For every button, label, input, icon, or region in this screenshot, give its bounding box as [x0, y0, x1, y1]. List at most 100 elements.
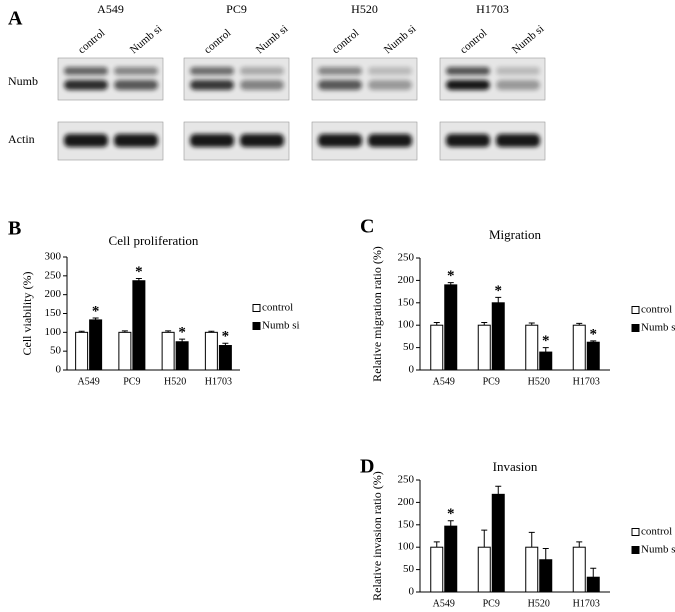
bar — [525, 546, 539, 593]
band — [190, 134, 234, 147]
bar — [477, 546, 491, 593]
error-bar — [447, 520, 454, 527]
error-bar — [481, 529, 488, 548]
bar — [444, 525, 458, 593]
y-tick-label: 0 — [409, 364, 415, 376]
y-tick-label: 200 — [398, 496, 415, 508]
bar — [491, 493, 505, 593]
error-bar — [495, 296, 502, 303]
bar — [89, 319, 103, 371]
band — [240, 67, 284, 75]
chart-title: Cell proliferation — [109, 233, 199, 248]
band — [64, 67, 108, 75]
y-tick-label: 0 — [56, 364, 62, 376]
error-bar — [208, 330, 215, 333]
y-tick-label: 0 — [409, 586, 415, 598]
band — [318, 134, 362, 147]
bar — [161, 331, 175, 371]
band — [496, 67, 540, 75]
bar — [572, 324, 586, 371]
y-tick-label: 50 — [403, 341, 415, 353]
y-tick-label: 250 — [398, 252, 415, 264]
significance-mark: * — [178, 325, 186, 341]
x-tick-label: H1703 — [573, 376, 600, 387]
cell-line-label: A549 — [97, 2, 124, 16]
error-bar — [165, 330, 172, 333]
band — [190, 80, 234, 90]
band — [64, 80, 108, 90]
blot-frame — [57, 57, 164, 101]
bar — [430, 546, 444, 593]
y-tick-label: 300 — [45, 251, 62, 263]
significance-mark: * — [542, 333, 550, 349]
significance-mark: * — [222, 329, 230, 345]
blot-frame — [311, 57, 418, 101]
error-bar — [576, 541, 583, 548]
bar — [175, 341, 189, 371]
chart-title: Migration — [489, 227, 541, 242]
y-tick-label: 50 — [403, 563, 415, 575]
bar — [75, 331, 89, 371]
x-tick-label: H1703 — [205, 376, 232, 387]
y-tick-label: 150 — [398, 518, 415, 530]
error-bar — [481, 322, 488, 326]
y-axis-label: Relative migration ratio (%) — [370, 246, 384, 382]
bar — [430, 324, 444, 371]
significance-mark: * — [590, 326, 598, 342]
bar — [477, 324, 491, 371]
error-bar — [78, 330, 85, 333]
significance-mark: * — [447, 268, 455, 284]
legend-swatch — [631, 324, 640, 332]
lane-label: control — [76, 27, 108, 56]
band — [368, 134, 412, 147]
y-tick-label: 100 — [45, 326, 62, 338]
bar — [586, 576, 600, 593]
y-tick-label: 150 — [398, 296, 415, 308]
x-tick-label: H520 — [164, 376, 186, 387]
cell-line-label: H520 — [351, 2, 378, 16]
legend-label: Numb si — [262, 320, 300, 332]
bar — [132, 280, 146, 371]
legend-swatch — [631, 528, 640, 536]
cell-line-label: PC9 — [226, 2, 247, 16]
band — [446, 134, 490, 147]
lane-label: Numb si — [254, 23, 291, 56]
band — [114, 67, 158, 75]
x-tick-label: H520 — [528, 598, 550, 609]
blot-row-label: Actin — [8, 132, 35, 146]
legend-swatch — [631, 306, 640, 314]
bar — [118, 331, 132, 371]
error-bar — [528, 531, 535, 548]
significance-mark: * — [495, 283, 503, 299]
x-tick-label: A549 — [433, 598, 455, 609]
panel-label: D — [360, 456, 374, 478]
legend-label: control — [641, 304, 672, 316]
significance-mark: * — [92, 303, 100, 319]
error-bar — [576, 322, 583, 326]
bar — [539, 559, 553, 593]
blot-frame — [183, 57, 290, 101]
bar — [572, 546, 586, 593]
significance-mark: * — [447, 506, 455, 522]
error-bar — [590, 567, 597, 578]
error-bar — [433, 541, 440, 548]
band — [496, 134, 540, 147]
x-tick-label: A549 — [433, 376, 455, 387]
band — [318, 80, 362, 90]
error-bar — [222, 342, 229, 346]
bar — [218, 345, 232, 371]
error-bar — [495, 485, 502, 495]
error-bar — [92, 317, 99, 320]
y-axis-label: Cell viability (%) — [20, 272, 34, 356]
error-bar — [542, 548, 549, 560]
y-axis-label: Relative invasion ratio (%) — [370, 471, 384, 601]
y-tick-label: 100 — [398, 319, 415, 331]
legend-swatch — [252, 304, 261, 312]
bar — [204, 331, 218, 371]
bar — [444, 284, 458, 371]
x-tick-label: H520 — [528, 376, 550, 387]
y-tick-label: 200 — [398, 274, 415, 286]
error-bar — [179, 338, 186, 342]
band — [240, 80, 284, 90]
